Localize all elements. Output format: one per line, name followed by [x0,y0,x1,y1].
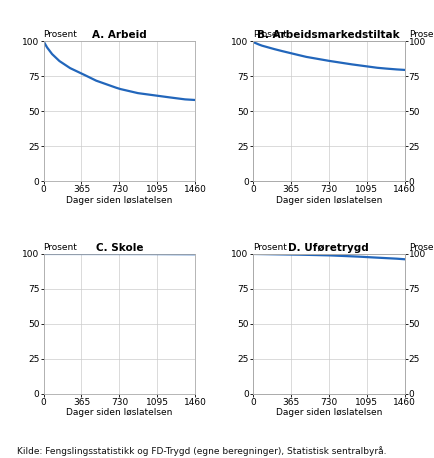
Text: Prosent: Prosent [43,243,77,251]
Text: Prosent: Prosent [43,30,77,39]
X-axis label: Dager siden løslatelsen: Dager siden løslatelsen [275,409,381,417]
Text: Prosent: Prosent [408,30,434,39]
Text: Prosent: Prosent [408,243,434,251]
Text: Prosent: Prosent [252,30,286,39]
X-axis label: Dager siden løslatelsen: Dager siden løslatelsen [66,409,172,417]
Title: D. Uføretrygd: D. Uføretrygd [288,243,368,253]
Text: Prosent: Prosent [252,243,286,251]
Text: Kilde: Fengslingsstatistikk og FD-Trygd (egne beregninger), Statistisk sentralby: Kilde: Fengslingsstatistikk og FD-Trygd … [17,446,386,456]
Title: C. Skole: C. Skole [95,243,143,253]
Title: B. Arbeidsmarkedstiltak: B. Arbeidsmarkedstiltak [257,30,399,40]
X-axis label: Dager siden løslatelsen: Dager siden løslatelsen [66,196,172,205]
Title: A. Arbeid: A. Arbeid [92,30,146,40]
X-axis label: Dager siden løslatelsen: Dager siden løslatelsen [275,196,381,205]
